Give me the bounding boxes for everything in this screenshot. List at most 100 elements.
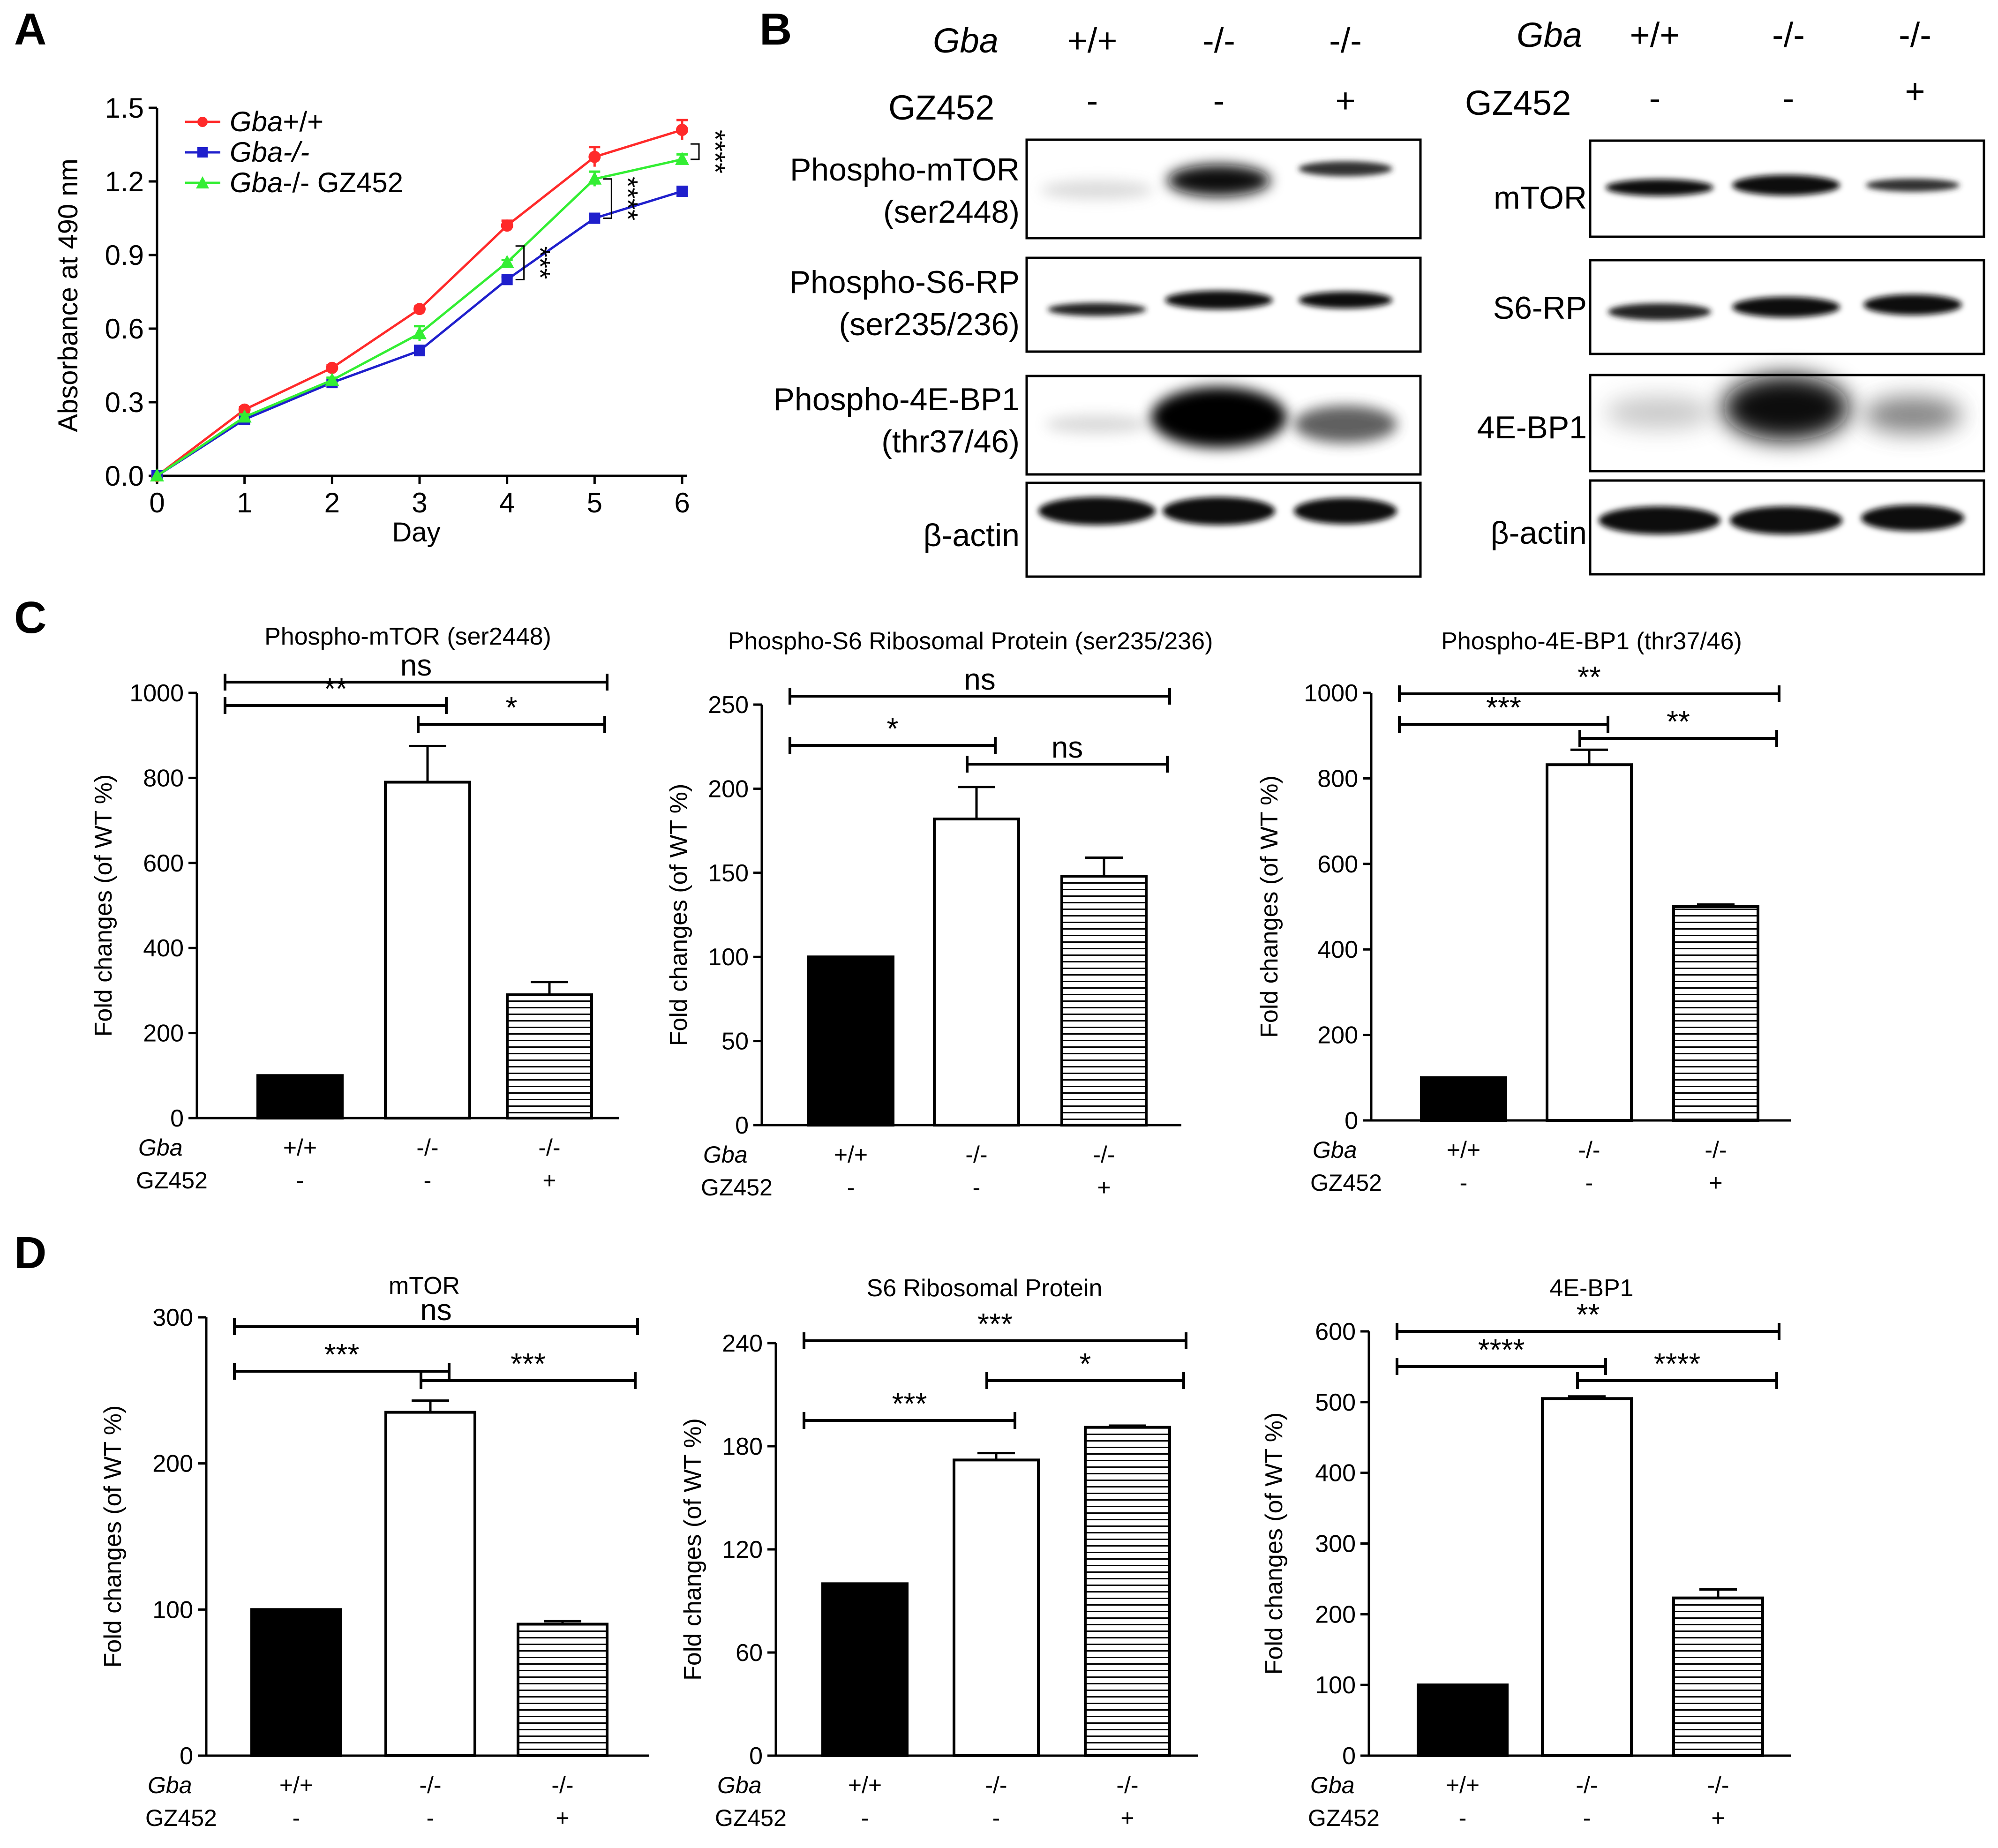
bar-d2-y-tick-label: 180 (722, 1433, 763, 1460)
bar-d1-bar-2 (517, 1623, 608, 1757)
line-point (326, 361, 338, 374)
line-point (500, 255, 514, 268)
line-x-tick-label: 5 (587, 487, 602, 518)
bar-c2-ylabel: Fold changes (of WT %) (665, 784, 692, 1046)
panel-b-left-blot: Gba +/+ -/- -/- GZ452 - - + Phospho-mTOR… (774, 21, 1422, 578)
legend-entry-ko-gz452: Gba-/- GZ452 (185, 167, 403, 198)
line-point (237, 409, 252, 423)
bar-d2-gz-value: - (861, 1805, 869, 1831)
bar-c1-y-tick-label: 0 (170, 1105, 184, 1132)
bar-c3-bar-2 (1672, 905, 1759, 1122)
blot-box-actin-left (1025, 481, 1422, 578)
bar-c3-y-tick-label: 1000 (1304, 680, 1358, 707)
blot-box-4ebp1 (1589, 374, 1985, 473)
bar-d1-bar-1 (384, 1411, 476, 1757)
bar-d3-sig-label: ** (1577, 1298, 1600, 1331)
bar-c2-sig-label: ns (1052, 730, 1083, 764)
bar-c1-gz-label: GZ452 (136, 1167, 208, 1194)
bar-c2-y-tick-label: 50 (721, 1028, 749, 1055)
bar-d1-gz-value: - (427, 1805, 435, 1831)
line-chart-legend: Gba+/+ Gba-/- Gba-/- GZ452 (185, 106, 403, 198)
panel-label-d: D (14, 1228, 46, 1278)
bar-c3-gz-label: GZ452 (1310, 1170, 1382, 1196)
bar-c3-title: Phospho-4E-BP1 (thr37/46) (1441, 628, 1742, 655)
bar-c1-bar-0 (256, 1074, 344, 1120)
bar-c1-sig-label: ns (400, 648, 432, 682)
svg-text:Gba+/+: Gba+/+ (230, 106, 323, 137)
blot-right-gba-lane1: +/+ (1630, 15, 1680, 54)
bar-d2-title: S6 Ribosomal Protein (867, 1275, 1103, 1302)
blot-label-actin-right: β-actin (1491, 515, 1587, 551)
bar-c1-y-tick-label: 1000 (129, 680, 184, 707)
blot-right-gba-lane3: -/- (1899, 15, 1931, 54)
blot-right-gz-label: GZ452 (1465, 83, 1571, 122)
bar-c2-gz-value: - (973, 1174, 981, 1201)
bar-d2-gba-value: -/- (1116, 1772, 1138, 1798)
bar-c2-bar-2 (1060, 874, 1148, 1127)
bar-d3-y-tick-label: 200 (1315, 1601, 1356, 1628)
blot-right-gba-lane2: -/- (1772, 15, 1805, 54)
blot-right-gz-lane2: - (1783, 79, 1795, 118)
line-point (325, 372, 339, 386)
bar-d1-y-tick-label: 0 (180, 1743, 193, 1770)
line-y-tick-label: 0.0 (105, 460, 144, 492)
bar-c3-gba-value: +/+ (1447, 1137, 1480, 1163)
bar-d1-ylabel: Fold changes (of WT %) (99, 1405, 127, 1668)
svg-text:Gba-/-: Gba-/- (230, 136, 309, 168)
bar-d2-gba-label: Gba (717, 1772, 762, 1798)
line-sig-label: **** (699, 130, 731, 173)
bar-chart-d1: mTOR Fold changes (of WT %) 0 100 200 300 Gba G… (99, 1272, 649, 1831)
bar-d3-bar-0 (1417, 1683, 1509, 1758)
bar-d3-y-tick-label: 400 (1315, 1460, 1356, 1487)
bar-c3-y-tick-label: 800 (1317, 765, 1358, 792)
bar-chart-d3: 4E-BP1 Fold changes (of WT %) 0 100 200 300 40… (1261, 1275, 1791, 1831)
line-x-tick-label: 6 (674, 487, 690, 518)
line-point (676, 185, 688, 197)
bar-d2-gz-label: GZ452 (715, 1805, 787, 1831)
line-sig-bracket (515, 245, 525, 280)
blot-label-actin-left: β-actin (924, 518, 1020, 553)
bar-c2-bar-1 (933, 817, 1020, 1127)
bar-c2-gba-value: +/+ (834, 1142, 868, 1168)
bar-d1-sig-label: *** (511, 1347, 546, 1381)
bar-d1-sig-label: *** (324, 1337, 360, 1371)
bar-c1-y-tick-label: 800 (143, 765, 184, 792)
blot-left-gba-lane3: -/- (1329, 21, 1362, 60)
bar-c2-bar-0 (807, 955, 894, 1127)
bar-chart-c3: Phospho-4E-BP1 (thr37/46) Fold changes (o… (1256, 628, 1791, 1196)
panel-label-c: C (14, 593, 46, 643)
bar-d1-gba-value: -/- (551, 1772, 573, 1798)
blot-label-s6rp: S6-RP (1493, 290, 1587, 326)
bar-c3-gz-value: - (1460, 1170, 1468, 1196)
svg-text:Gba-/- GZ452: Gba-/- GZ452 (230, 167, 403, 198)
bar-c2-sig-label: ns (964, 662, 996, 696)
blot-left-gba-lane1: +/+ (1067, 21, 1118, 60)
bar-c2-sig-label: * (887, 712, 899, 745)
bar-c3-y-tick-label: 400 (1317, 936, 1358, 963)
bar-c3-ylabel: Fold changes (of WT %) (1256, 775, 1283, 1038)
blot-left-gba-lane2: -/- (1202, 21, 1235, 60)
bar-c2-y-tick-label: 200 (708, 775, 749, 803)
bar-d3-y-tick-label: 300 (1315, 1531, 1356, 1558)
bar-d1-title: mTOR (389, 1272, 460, 1300)
bar-c1-bar-1 (384, 781, 471, 1119)
bar-d3-bar-2 (1672, 1596, 1764, 1757)
bar-c3-y-tick-label: 600 (1317, 851, 1358, 878)
bar-d3-gz-value: - (1583, 1805, 1591, 1831)
bar-d3-y-tick-label: 600 (1315, 1318, 1356, 1345)
bar-c3-y-tick-label: 0 (1345, 1107, 1358, 1134)
line-sig-label: *** (525, 246, 556, 279)
line-chart-ylabel: Absorbance at 490 nm (53, 158, 83, 432)
bar-d1-gba-label: Gba (148, 1772, 192, 1798)
bar-c1-gba-label: Gba (138, 1134, 183, 1161)
bar-c3-sig-label: ** (1577, 660, 1601, 694)
bar-c2-gz-value: + (1097, 1174, 1111, 1201)
line-x-tick-label: 1 (237, 487, 252, 518)
bar-d1-gz-value: - (293, 1805, 300, 1831)
bar-c3-gz-value: - (1585, 1170, 1593, 1196)
bar-d2-bar-0 (821, 1582, 909, 1757)
legend-entry-wt: Gba+/+ (185, 106, 323, 137)
bar-c1-bar-2 (506, 993, 593, 1119)
bar-d2-gba-value: +/+ (848, 1772, 882, 1798)
